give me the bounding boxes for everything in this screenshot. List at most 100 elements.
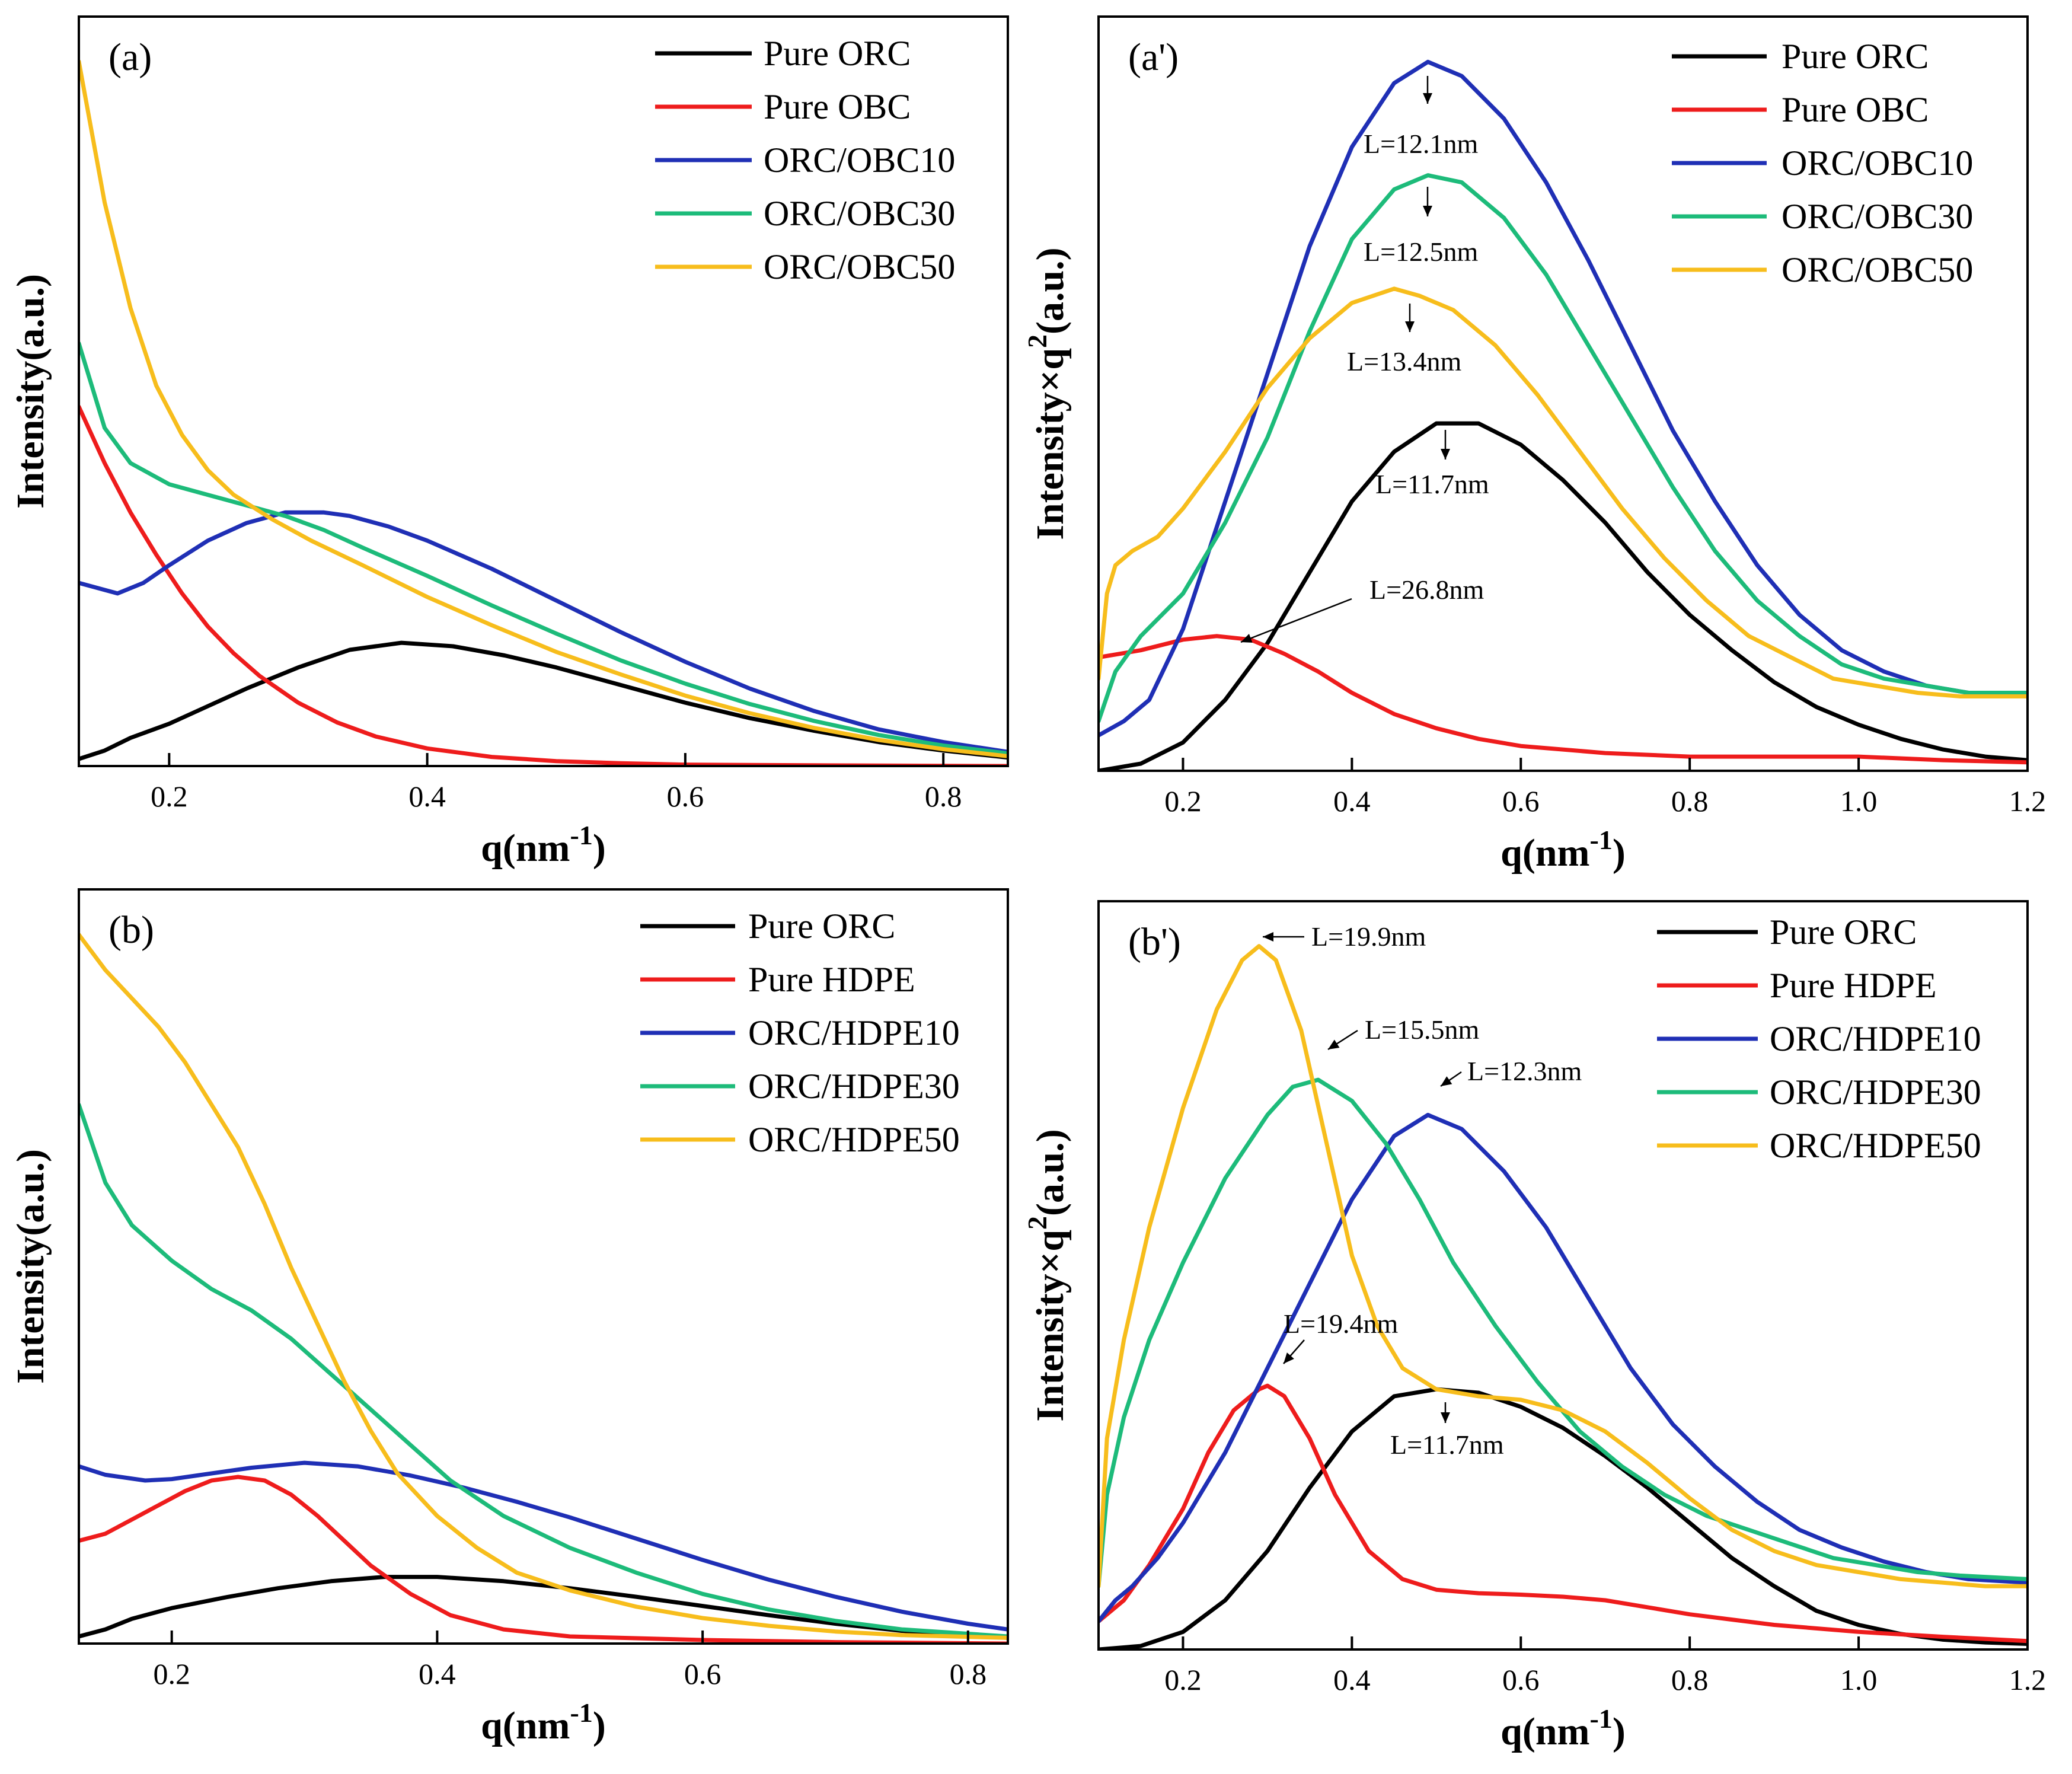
panel-a: 0.2 0.4 0.6 0.8 q(nm-1) Intensity(a.u.) (a) Pur… (9, 15, 1009, 870)
legend-label: ORC/HDPE30 (1770, 1073, 1981, 1112)
annotation: L=12.3nm (1440, 1056, 1582, 1087)
annotation: L=15.5nm (1327, 1014, 1480, 1051)
y-axis-label: Intensity×q2(a.u.) (1022, 1129, 1072, 1421)
x-tick-label: 1.0 (1840, 784, 1878, 818)
annotation-label: L=11.7nm (1390, 1430, 1504, 1460)
series-line-orc-obc50 (79, 59, 1008, 758)
legend-label: ORC/OBC30 (1782, 197, 1973, 236)
plot-area (79, 932, 1008, 1644)
x-tick-label: 0.4 (1333, 1663, 1371, 1696)
legend-label: ORC/OBC50 (764, 247, 955, 286)
x-tick-label: 0.2 (1164, 1663, 1202, 1696)
plot-frame (78, 888, 1009, 1645)
annotation: L=12.5nm (1364, 187, 1479, 267)
panel-label: (a') (1128, 36, 1179, 79)
annotation: L=13.4nm (1347, 304, 1462, 377)
annotation-arrowhead (1263, 932, 1273, 942)
legend-label: Pure OBC (1782, 90, 1929, 129)
legend: Pure ORC Pure OBC ORC/OBC10 ORC/OBC30 ORC/OB… (1672, 37, 1973, 289)
panel-label: (b) (108, 908, 154, 952)
panel-b: 0.2 0.4 0.6 0.8 q(nm-1) Intensity(a.u.) (b) Pur… (9, 888, 1009, 1747)
series-line-pure-obc (1099, 634, 2028, 765)
x-tick-label: 0.4 (419, 1657, 456, 1690)
x-tick-label: 0.6 (1502, 784, 1540, 818)
annotation-label: L=12.5nm (1364, 237, 1479, 267)
x-tick-label: 0.2 (153, 1657, 190, 1690)
annotation-label: L=15.5nm (1365, 1014, 1480, 1045)
annotation-label: L=12.1nm (1364, 129, 1479, 159)
series-line-pure-orc (79, 1575, 1008, 1640)
x-tick-label: 0.2 (1164, 784, 1202, 818)
x-axis-label: q(nm-1) (481, 1698, 606, 1747)
series-line-pure-orc (1099, 1387, 2028, 1649)
panel-a-prime: 0.2 0.4 0.6 0.8 1.0 1.2 q(nm-1) Intensity×q2(a.… (1022, 15, 2047, 875)
x-tick-label: 0.4 (408, 780, 446, 813)
y-axis-label: Intensity×q2(a.u.) (1022, 247, 1072, 540)
legend-label: Pure ORC (1782, 37, 1929, 76)
x-tick-label: 0.6 (1502, 1663, 1540, 1696)
annotation: L=11.7nm (1375, 430, 1489, 499)
annotation-label: L=13.4nm (1347, 346, 1462, 377)
legend-label: ORC/HDPE50 (748, 1120, 960, 1159)
x-tick-label: 1.0 (1840, 1663, 1878, 1696)
x-tick-label: 0.8 (925, 780, 962, 813)
x-tick-label: 0.2 (151, 780, 188, 813)
annotation-arrowhead (1241, 634, 1253, 643)
annotation-arrow (1240, 598, 1352, 643)
annotation-arrowhead (1284, 1352, 1294, 1364)
plot-area (79, 59, 1008, 766)
x-tick-label: 1.2 (2009, 784, 2047, 818)
plot-frame (1097, 15, 2029, 772)
panel-b-prime: 0.2 0.4 0.6 0.8 1.0 1.2 q(nm-1) Intensity×q2(a.… (1022, 900, 2047, 1753)
legend-label: Pure OBC (764, 87, 911, 126)
series-line-pure-hdpe (1099, 1383, 2028, 1644)
series-line-orc-hdpe10 (1099, 1112, 2028, 1623)
legend: Pure ORC Pure HDPE ORC/HDPE10 ORC/HDPE30 ORC… (640, 907, 960, 1159)
x-tick-label: 0.8 (1671, 784, 1709, 818)
legend: Pure ORC Pure HDPE ORC/HDPE10 ORC/HDPE30 ORC… (1657, 912, 1981, 1165)
series-line-orc-hdpe50 (1099, 944, 2028, 1588)
series-line-pure-orc (1099, 421, 2028, 771)
legend-label: ORC/OBC10 (1782, 143, 1973, 183)
series-line-orc-hdpe30 (79, 1102, 1008, 1639)
series-line-pure-hdpe (79, 1475, 1008, 1644)
legend-label: ORC/OBC30 (764, 194, 955, 233)
series-line-orc-hdpe30 (1099, 1077, 2028, 1588)
series-line-pure-obc (79, 404, 1008, 766)
series-line-pure-orc (79, 640, 1008, 761)
plot-frame (1097, 900, 2029, 1651)
legend-label: ORC/OBC10 (764, 141, 955, 180)
annotation-arrowhead (1405, 321, 1415, 332)
panel-label: (a) (108, 36, 152, 79)
x-tick-label: 0.8 (950, 1657, 987, 1690)
annotation-label: L=19.4nm (1284, 1309, 1399, 1339)
x-tick-label: 0.8 (1671, 1663, 1709, 1696)
annotation: L=19.4nm (1283, 1309, 1399, 1364)
x-tick-label: 1.2 (2009, 1663, 2047, 1696)
annotation-label: L=12.3nm (1467, 1056, 1582, 1086)
annotation-arrowhead (1441, 1412, 1450, 1423)
annotation-arrowhead (1423, 206, 1432, 216)
annotation-arrowhead (1441, 1076, 1452, 1086)
annotation: L=12.1nm (1364, 76, 1479, 159)
legend-label: ORC/OBC50 (1782, 250, 1973, 289)
y-axis-label: Intensity(a.u.) (9, 1149, 52, 1384)
x-axis-label: q(nm-1) (481, 820, 606, 870)
series-line-orc-obc10 (79, 510, 1008, 754)
series-line-orc-obc10 (1099, 59, 2028, 738)
legend-label: Pure HDPE (1770, 966, 1937, 1005)
x-axis-label: q(nm-1) (1500, 1703, 1626, 1753)
legend-label: ORC/HDPE30 (748, 1067, 960, 1106)
series-line-orc-obc30 (1099, 173, 2028, 723)
annotation-label: L=11.7nm (1375, 469, 1489, 499)
legend-label: Pure ORC (764, 34, 911, 73)
annotation: L=11.7nm (1390, 1402, 1504, 1460)
legend-label: ORC/HDPE10 (748, 1013, 960, 1052)
y-axis-label: Intensity(a.u.) (9, 274, 52, 509)
annotation-arrowhead (1423, 93, 1432, 104)
annotation-arrowhead (1441, 449, 1450, 460)
x-tick-label: 0.4 (1333, 784, 1371, 818)
x-axis-label: q(nm-1) (1500, 825, 1626, 875)
legend: Pure ORC Pure OBC ORC/OBC10 ORC/OBC30 ORC/OB… (655, 34, 955, 286)
